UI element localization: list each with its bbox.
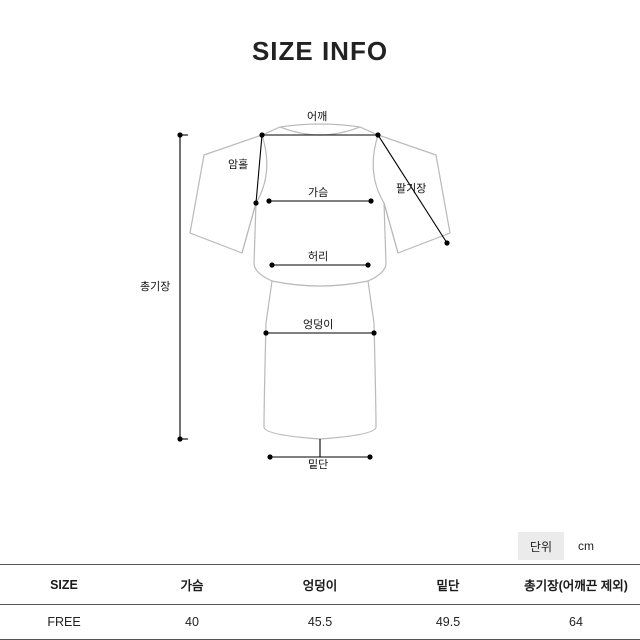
label-armhole: 암홀 bbox=[228, 159, 248, 171]
dress-outline-svg bbox=[130, 85, 510, 465]
label-waist: 허리 bbox=[308, 251, 328, 263]
table-row: FREE 40 45.5 49.5 64 bbox=[0, 605, 640, 640]
unit-box: 단위 cm bbox=[518, 532, 608, 560]
label-hip: 엉덩이 bbox=[303, 319, 333, 331]
col-length: 총기장(어깨끈 제외) bbox=[512, 565, 640, 605]
table-header-row: SIZE 가슴 엉덩이 밑단 총기장(어깨끈 제외) bbox=[0, 565, 640, 605]
size-diagram: 어깨 암홀 가슴 팔기장 허리 엉덩이 밑단 총기장 bbox=[0, 85, 640, 485]
cell-hem: 49.5 bbox=[384, 605, 512, 640]
cell-size: FREE bbox=[0, 605, 128, 640]
label-chest: 가슴 bbox=[308, 187, 328, 199]
unit-value: cm bbox=[564, 532, 608, 560]
cell-hip: 45.5 bbox=[256, 605, 384, 640]
label-total-length: 총기장 bbox=[140, 281, 170, 293]
size-table: SIZE 가슴 엉덩이 밑단 총기장(어깨끈 제외) FREE 40 45.5 … bbox=[0, 564, 640, 640]
label-shoulder: 어깨 bbox=[307, 111, 327, 123]
col-size: SIZE bbox=[0, 565, 128, 605]
cell-length: 64 bbox=[512, 605, 640, 640]
col-chest: 가슴 bbox=[128, 565, 256, 605]
label-sleeve-length: 팔기장 bbox=[396, 183, 426, 195]
unit-label: 단위 bbox=[518, 532, 564, 560]
col-hem: 밑단 bbox=[384, 565, 512, 605]
cell-chest: 40 bbox=[128, 605, 256, 640]
col-hip: 엉덩이 bbox=[256, 565, 384, 605]
page-title: SIZE INFO bbox=[0, 0, 640, 85]
label-hem: 밑단 bbox=[308, 459, 328, 471]
